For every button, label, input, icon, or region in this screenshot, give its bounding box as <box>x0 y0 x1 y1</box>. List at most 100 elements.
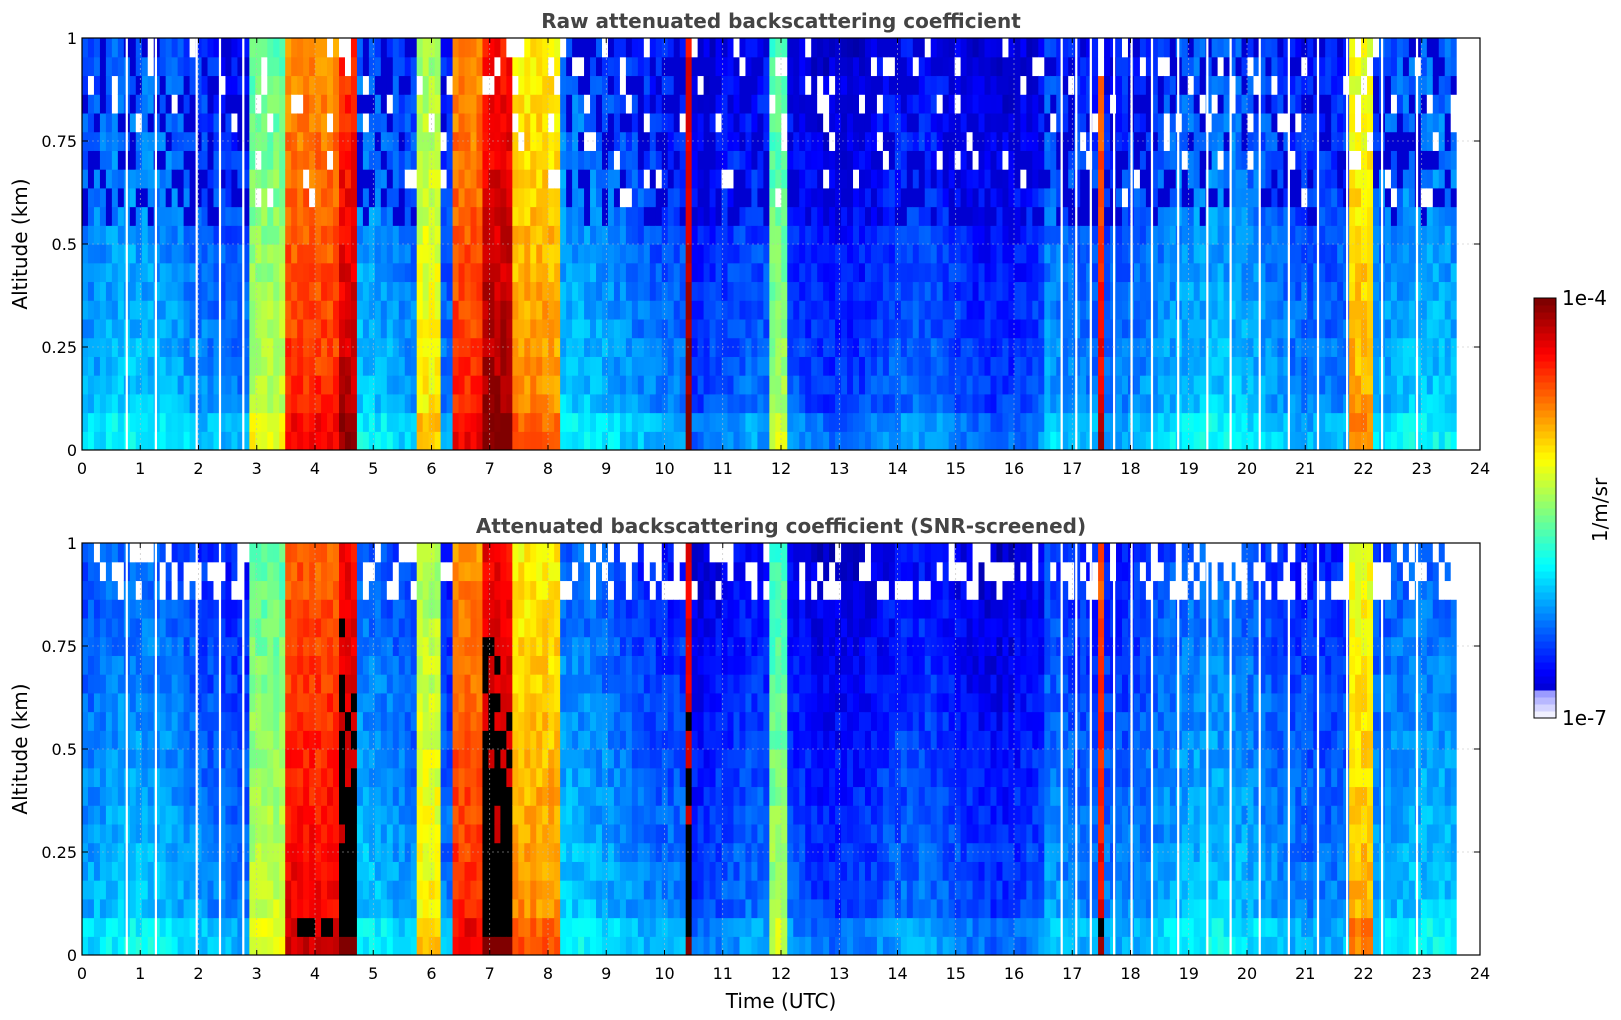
backscatter-cell <box>1235 356 1243 376</box>
backscatter-cell <box>1020 356 1027 376</box>
backscatter-cell <box>273 356 280 376</box>
backscatter-cell <box>781 244 788 264</box>
backscatter-cell <box>1002 393 1010 414</box>
backscatter-cell <box>1193 169 1201 189</box>
backscatter-cell <box>984 112 992 133</box>
backscatter-cell <box>625 56 633 77</box>
backscatter-cell <box>243 150 250 170</box>
backscatter-cell <box>566 94 573 114</box>
backscatter-cell <box>972 318 980 339</box>
backscatter-cell <box>542 300 549 320</box>
backscatter-cell <box>1104 393 1111 414</box>
backscatter-cell <box>1325 375 1332 395</box>
backscatter-cell <box>799 337 806 357</box>
backscatter-cell <box>141 187 149 208</box>
backscatter-cell <box>422 318 430 339</box>
backscatter-cell <box>1169 112 1177 133</box>
backscatter-cell <box>619 206 627 226</box>
backscatter-cell <box>829 262 836 283</box>
backscatter-cell <box>876 187 884 208</box>
backscatter-cell <box>906 431 914 450</box>
backscatter-cell <box>1044 300 1051 320</box>
backscatter-cell <box>906 131 914 151</box>
backscatter-cell <box>135 169 143 189</box>
backscatter-cell <box>793 356 800 376</box>
backscatter-cell <box>1145 94 1153 114</box>
backscatter-cell <box>572 431 579 450</box>
profile-column <box>327 38 334 450</box>
backscatter-cell <box>1038 75 1045 95</box>
backscatter-cell <box>942 356 950 376</box>
backscatter-cell <box>572 38 579 58</box>
backscatter-cell <box>888 318 896 339</box>
backscatter-cell <box>960 431 968 450</box>
backscatter-cell <box>715 112 723 133</box>
backscatter-cell <box>129 131 137 151</box>
backscatter-cell <box>542 375 549 395</box>
backscatter-cell <box>129 150 137 170</box>
backscatter-cell <box>607 262 615 283</box>
backscatter-cell <box>1289 431 1296 450</box>
backscatter-cell <box>1271 375 1278 395</box>
backscatter-cell <box>458 150 466 170</box>
backscatter-cell <box>817 169 824 189</box>
backscatter-cell <box>117 112 125 133</box>
backscatter-cell <box>1241 244 1249 264</box>
backscatter-cell <box>882 262 890 283</box>
backscatter-cell <box>727 375 735 395</box>
backscatter-cell <box>1116 318 1123 339</box>
backscatter-cell <box>691 375 699 395</box>
backscatter-cell <box>924 56 932 77</box>
backscatter-cell <box>864 244 872 264</box>
backscatter-cell <box>327 150 334 170</box>
backscatter-cell <box>1062 262 1069 283</box>
profile-column <box>1157 38 1165 450</box>
backscatter-cell <box>410 412 418 432</box>
backscatter-cell <box>1373 225 1380 245</box>
backscatter-cell <box>1217 169 1225 189</box>
backscatter-cell <box>1163 431 1171 450</box>
backscatter-cell <box>452 38 460 58</box>
backscatter-cell <box>906 225 914 245</box>
backscatter-cell <box>482 38 490 58</box>
backscatter-cell <box>1068 187 1075 208</box>
backscatter-cell <box>1014 375 1021 395</box>
backscatter-cell <box>667 281 675 301</box>
backscatter-cell <box>1181 337 1189 357</box>
backscatter-cell <box>1235 375 1243 395</box>
backscatter-cell <box>129 244 137 264</box>
backscatter-cell <box>1116 356 1123 376</box>
backscatter-cell <box>781 94 788 114</box>
backscatter-cell <box>99 375 107 395</box>
backscatter-cell <box>799 206 806 226</box>
backscatter-cell <box>942 94 950 114</box>
backscatter-cell <box>751 412 758 432</box>
backscatter-cell <box>279 187 286 208</box>
backscatter-cell <box>1092 187 1099 208</box>
backscatter-cell <box>1265 56 1273 77</box>
backscatter-cell <box>434 131 442 151</box>
backscatter-cell <box>339 393 346 414</box>
backscatter-cell <box>655 244 663 264</box>
backscatter-cell <box>823 393 830 414</box>
backscatter-cell <box>356 131 364 151</box>
backscatter-cell <box>446 187 454 208</box>
backscatter-cell <box>1002 281 1010 301</box>
backscatter-cell <box>661 150 669 170</box>
backscatter-cell <box>948 375 956 395</box>
profile-column <box>960 38 968 450</box>
backscatter-cell <box>219 56 227 77</box>
backscatter-cell <box>775 225 782 245</box>
backscatter-cell <box>82 412 89 432</box>
backscatter-cell <box>171 112 179 133</box>
backscatter-cell <box>1373 187 1380 208</box>
backscatter-cell <box>721 431 729 450</box>
backscatter-cell <box>1211 150 1219 170</box>
backscatter-cell <box>267 225 274 245</box>
backscatter-cell <box>1050 356 1057 376</box>
backscatter-cell <box>590 150 597 170</box>
backscatter-cell <box>1086 150 1093 170</box>
backscatter-cell <box>655 150 663 170</box>
backscatter-cell <box>500 169 507 189</box>
backscatter-cell <box>506 38 513 58</box>
